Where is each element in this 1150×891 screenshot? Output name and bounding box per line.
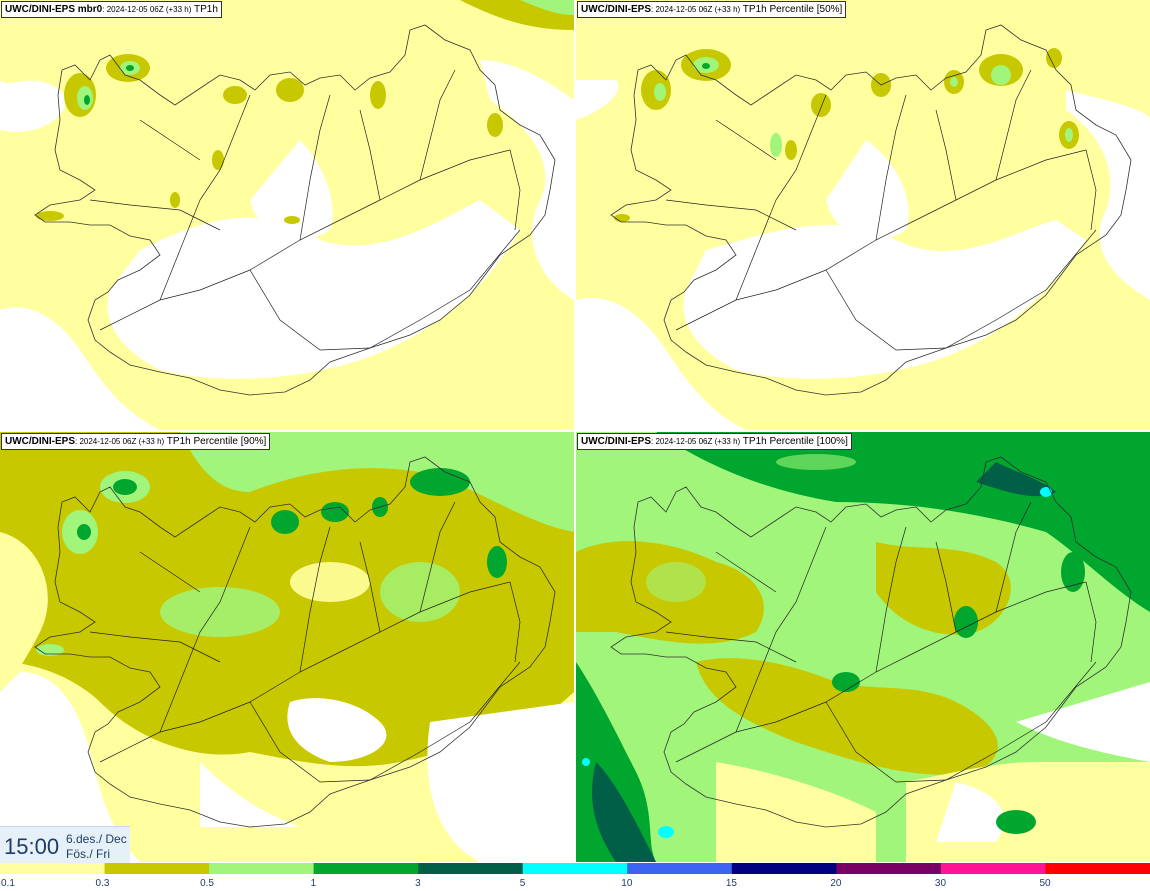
legend-label: 10 xyxy=(621,878,633,889)
panel-title: UWC/DINI-EPS: 2024-12-05 06Z (+33 h) TP1… xyxy=(1,433,271,450)
precip-map xyxy=(576,432,1150,862)
model-name: UWC/DINI-EPS xyxy=(581,4,651,15)
legend-swatch xyxy=(104,863,210,874)
legend-label: 3 xyxy=(415,878,421,889)
valid-date: 6.des./ Dec xyxy=(66,832,127,846)
run-time: 2024-12-05 06Z (+33 h) xyxy=(655,5,741,14)
legend-label: 50 xyxy=(1039,878,1051,889)
legend-swatch xyxy=(836,863,942,874)
legend-swatch xyxy=(418,863,524,874)
legend-swatch xyxy=(0,863,106,874)
field-name: TP1h Percentile [50%] xyxy=(742,4,843,15)
map-panel-member-0: UWC/DINI-EPS mbr0: 2024-12-05 06Z (+33 h… xyxy=(0,0,574,430)
model-name: UWC/DINI-EPS xyxy=(5,436,75,447)
legend-bar: 0.1 0.3 0.5 1 3 5 10 15 20 30 50 xyxy=(0,863,1150,889)
panel-title: UWC/DINI-EPS: 2024-12-05 06Z (+33 h) TP1… xyxy=(577,433,852,450)
legend-label: 0.3 xyxy=(96,878,110,889)
map-panel-percentile-100: UWC/DINI-EPS: 2024-12-05 06Z (+33 h) TP1… xyxy=(576,432,1150,862)
run-time: 2024-12-05 06Z (+33 h) xyxy=(79,437,165,446)
panel-divider xyxy=(0,430,1150,432)
precip-map xyxy=(576,0,1150,430)
legend-swatch xyxy=(313,863,419,874)
model-name: UWC/DINI-EPS xyxy=(581,436,651,447)
legend-label: 30 xyxy=(935,878,947,889)
legend-label: 1 xyxy=(311,878,317,889)
run-time: 2024-12-05 06Z (+33 h) xyxy=(106,5,192,14)
color-legend: 0.1 0.3 0.5 1 3 5 10 15 20 30 50 xyxy=(0,863,1150,891)
legend-label: 15 xyxy=(726,878,738,889)
field-name: TP1h Percentile [100%] xyxy=(742,436,848,447)
legend-swatch xyxy=(209,863,315,874)
panel-title: UWC/DINI-EPS mbr0: 2024-12-05 06Z (+33 h… xyxy=(1,1,222,18)
run-time: 2024-12-05 06Z (+33 h) xyxy=(655,437,741,446)
legend-label: 0.1 xyxy=(1,878,15,889)
valid-clock: 15:00 xyxy=(4,834,60,859)
legend-swatch xyxy=(940,863,1046,874)
legend-swatch xyxy=(731,863,837,874)
precip-map xyxy=(0,432,574,862)
model-name: UWC/DINI-EPS mbr0 xyxy=(5,4,103,15)
legend-swatch xyxy=(1045,863,1150,874)
valid-day: Fös./ Fri xyxy=(66,847,110,861)
map-panel-percentile-50: UWC/DINI-EPS: 2024-12-05 06Z (+33 h) TP1… xyxy=(576,0,1150,430)
legend-label: 20 xyxy=(830,878,842,889)
legend-swatch xyxy=(522,863,628,874)
field-name: TP1h xyxy=(194,4,218,15)
valid-time-box: 15:00 6.des./ Dec Fös./ Fri xyxy=(0,826,130,864)
legend-label: 0.5 xyxy=(200,878,214,889)
legend-swatch xyxy=(627,863,733,874)
field-name: TP1h Percentile [90%] xyxy=(166,436,267,447)
legend-label: 5 xyxy=(520,878,526,889)
panel-title: UWC/DINI-EPS: 2024-12-05 06Z (+33 h) TP1… xyxy=(577,1,847,18)
precip-map xyxy=(0,0,574,430)
map-panel-percentile-90: UWC/DINI-EPS: 2024-12-05 06Z (+33 h) TP1… xyxy=(0,432,574,862)
